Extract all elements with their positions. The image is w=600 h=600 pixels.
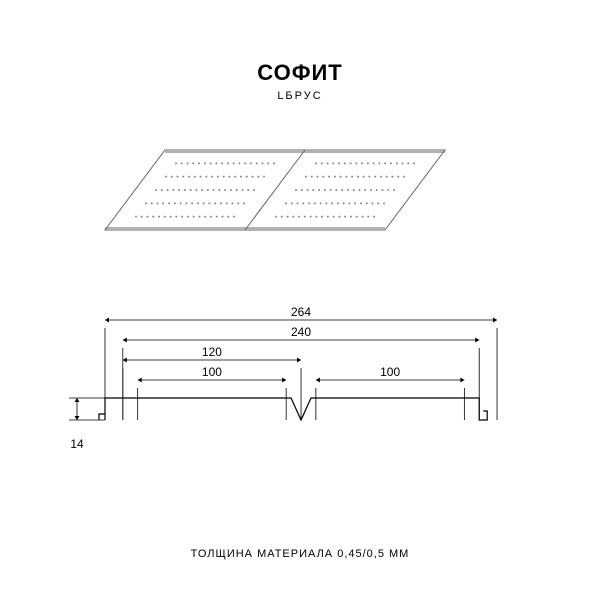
svg-text:100: 100: [380, 365, 400, 379]
svg-text:14: 14: [70, 437, 84, 451]
iso-view: [105, 150, 445, 230]
svg-text:100: 100: [202, 365, 222, 379]
svg-text:264: 264: [291, 305, 311, 319]
profile-view: 264 240 120 100 100 14: [69, 305, 497, 451]
technical-drawing: 264 240 120 100 100 14: [0, 0, 600, 600]
svg-text:120: 120: [202, 345, 222, 359]
thickness-note: ТОЛЩИНА МАТЕРИАЛА 0,45/0,5 ММ: [0, 548, 600, 560]
svg-text:240: 240: [291, 325, 311, 339]
